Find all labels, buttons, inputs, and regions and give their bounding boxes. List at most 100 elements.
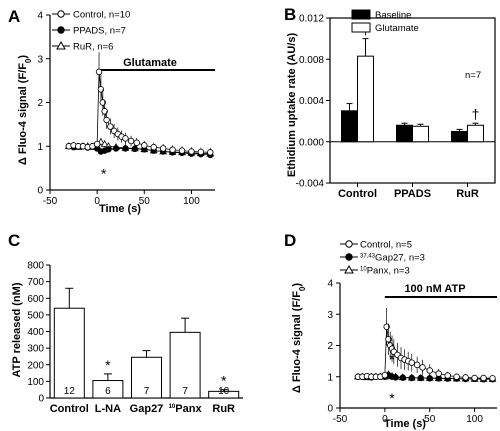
panel-d-significance-star: * [389, 351, 395, 367]
legend-label-control: Control, n=10 [73, 10, 130, 21]
panel-d-series-0-point [435, 370, 442, 377]
panel-b-y-tick-label: 0.008 [299, 55, 324, 66]
panel-c-category-label: L-NA [95, 403, 121, 415]
panel-b-bar [412, 125, 429, 143]
panel-d-x-tick-label: -50 [333, 414, 348, 425]
panel-b-bar [467, 124, 484, 143]
panel-b-bar [341, 110, 358, 143]
panel-b-category-label: RuR [456, 188, 479, 200]
panel-b-y-tick-label: 0.012 [299, 14, 324, 25]
panel-a-series-0-point [159, 145, 167, 152]
panel-c-category-label: Gap27 [130, 403, 164, 415]
panel-d-x-tick-label: 50 [424, 414, 436, 425]
panel-b-y-tick-label: 0.000 [299, 137, 324, 148]
panel-b: B -0.004 0.000 0.004 0.008 0.012 Control PPADS… [284, 5, 496, 200]
panel-a-y-tick-label: 2 [37, 98, 43, 109]
panel-a-series-0-point [169, 146, 176, 153]
panel-a-series-0-point [188, 148, 195, 155]
panel-d-xlabel: Time (s) [384, 418, 426, 430]
panel-d-series-0-point [480, 374, 487, 382]
panel-a-ylabel-sub: 0 [24, 58, 33, 63]
legend-label-ppads: PPADS, n=7 [73, 26, 126, 37]
panel-d-series-0-point [383, 323, 390, 330]
panel-a-series-0-point [207, 149, 214, 156]
panel-b-category-label: Control [338, 188, 377, 200]
panel-c-n-label: 7 [182, 386, 188, 397]
panel-a-glutamate-label: Glutamate [123, 57, 177, 69]
panel-a-series-0-point [101, 108, 108, 115]
open-triangle-marker-icon [56, 40, 66, 50]
panel-d-significance-star: * [389, 390, 395, 406]
legend-label-gap27: 37,43Gap27, n=3 [360, 253, 425, 264]
panel-b-bar [396, 124, 413, 143]
panel-a-ylabel-main: Δ Fluo-4 signal (F/F [17, 63, 29, 165]
panel-b-bar [451, 130, 468, 143]
baseline-swatch-icon [351, 9, 371, 20]
panel-a-series-0-point [141, 142, 148, 149]
legend-item-glutamate: Glutamate [351, 22, 419, 34]
legend-label-glutamate: Glutamate [375, 23, 419, 34]
panel-a-y-tick-label: 4 [37, 11, 43, 22]
panel-d-series-0-point [471, 374, 478, 382]
filled-circle-marker-icon [57, 26, 65, 34]
panel-b-category-label: PPADS [394, 188, 431, 200]
panel-d-series-0-point [413, 361, 421, 369]
panel-d-y-tick-label: 4 [327, 279, 333, 290]
panel-a-legend: Control, n=10 PPADS, n=7 RuR, n=6 [52, 10, 130, 53]
panel-c-y-tick-label: 100 [27, 377, 44, 388]
panel-a-series-0-point [99, 99, 106, 106]
panel-c-category-label: RuR [212, 403, 235, 415]
panel-c-category-label: Control [50, 403, 89, 415]
filled-circle-marker-icon [345, 253, 353, 261]
panel-c-y-tick-label: 400 [27, 327, 44, 338]
panel-d-x-tick-label: 0 [382, 414, 388, 425]
legend-item-baseline: Baseline [351, 9, 411, 21]
panel-a-series-0-point [127, 137, 135, 145]
panel-d-series-0 [354, 308, 496, 382]
panel-a-series-1-point [105, 146, 112, 153]
panel-d-ylabel-main: Δ Fluo-4 signal (F/F [291, 291, 303, 393]
panel-a-ylabel: Δ Fluo-4 signal (F/F0) [17, 55, 33, 165]
panel-d-x-tick-label: 100 [466, 414, 483, 425]
panel-d-series-0-line [357, 326, 493, 379]
panel-c-y-tick-label: 600 [27, 294, 44, 305]
panel-d-y-tick-label: 0 [327, 404, 333, 415]
panel-a-y-tick-label: 1 [37, 142, 43, 153]
panel-d-y-tick-label: 3 [327, 310, 333, 321]
panel-c: C 0 100 200 300 400 500 600 700 800 12 Control 6 L-N… [8, 231, 243, 415]
panel-a-series-0-point [93, 140, 101, 148]
panel-label-c: C [8, 231, 20, 250]
open-circle-marker-icon [345, 240, 353, 248]
panel-a-series-0-point [197, 148, 205, 156]
panel-d-series-1-point [417, 374, 424, 382]
panel-a-series-0-point [178, 147, 186, 154]
panel-a-y-tick-label: 0 [37, 186, 43, 197]
panel-label-a: A [8, 7, 20, 26]
panel-a-x-tick-label: 100 [183, 196, 200, 207]
panel-d-series-0-point [462, 374, 469, 381]
panel-d-y-tick-label: 1 [327, 372, 333, 383]
panel-a-series-2-point [100, 139, 109, 147]
panel-d-y-tick-label: 2 [327, 341, 333, 352]
legend-item-gap27: 37,43Gap27, n=3 [340, 253, 425, 264]
panel-b-ylabel: Ethidium uptake rate (AU/s) [286, 33, 298, 178]
panel-a-series-0-point [150, 143, 157, 151]
panel-a-significance-star: * [101, 166, 107, 182]
panel-b-y-tick-label: 0.004 [299, 96, 324, 107]
panel-c-y-tick-label: 500 [27, 310, 44, 321]
panel-c-bar [169, 331, 201, 399]
glutamate-swatch-icon [351, 22, 371, 33]
panel-d-legend: Control, n=5 37,43Gap27, n=3 10Panx, n=3 [340, 240, 425, 277]
panel-d-series-1-point [408, 374, 415, 382]
panel-a-x-tick-label: 50 [139, 196, 151, 207]
panel-a-series-0-point [103, 116, 110, 124]
panel-a-x-tick-label: 0 [94, 196, 100, 207]
panel-c-n-label: 10 [218, 386, 230, 397]
panel-a-series-0-point [97, 86, 105, 93]
panel-c-y-tick-label: 200 [27, 360, 44, 371]
panel-d-ylabel: Δ Fluo-4 signal (F/F0) [291, 283, 307, 393]
panel-c-n-label: 7 [144, 386, 150, 397]
panel-d-series-0-point [444, 372, 451, 379]
panel-c-y-tick-label: 800 [27, 261, 44, 272]
